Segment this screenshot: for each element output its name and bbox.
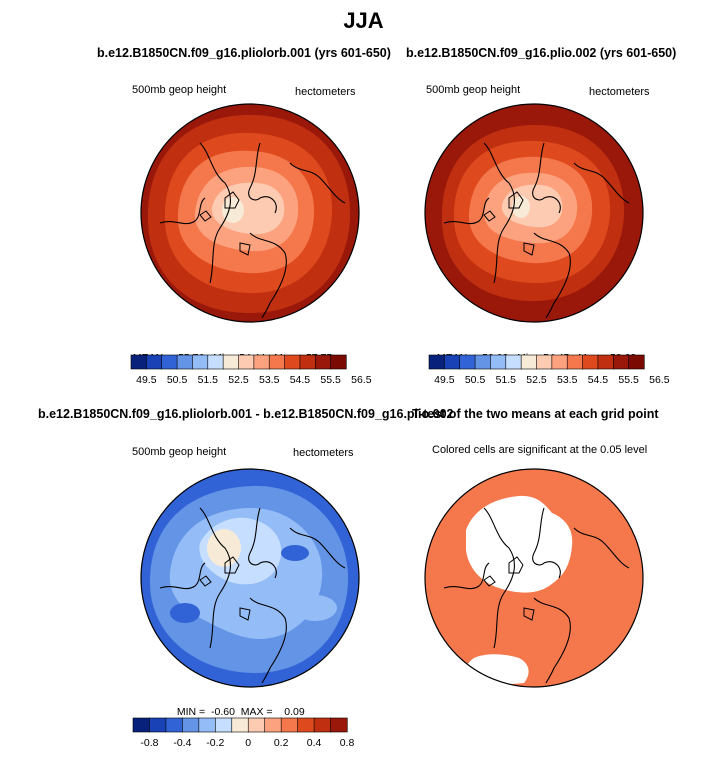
colorbar-tick-label: 50.5: [464, 374, 486, 386]
colorbar-tick-label: 0.2: [273, 737, 289, 749]
colorbar-swatch: [566, 354, 584, 370]
min-value: -0.60: [210, 706, 235, 718]
colorbar-tick-label: 0.4: [306, 737, 322, 749]
colorbar-swatch: [222, 354, 240, 370]
colorbar-tick-label: 51.5: [495, 374, 516, 386]
colorbar-swatch: [628, 354, 645, 370]
panel-title-bottom-left: b.e12.B1850CN.f09_g16.pliolorb.001 - b.e…: [38, 407, 454, 421]
variable-label-bottom-left: 500mb geop height: [132, 446, 227, 458]
colorbar-swatch: [280, 717, 299, 733]
colorbar-swatch: [444, 354, 461, 370]
colorbar-swatch: [231, 717, 249, 733]
polar-map-bottom-left: [140, 468, 360, 688]
units-label-bottom-left: hectometers: [293, 447, 354, 459]
colorbar-swatch: [182, 717, 200, 733]
colorbar-labels-bottom-left: -0.8 -0.4 -0.2 0 0.2 0.4 0.8: [133, 737, 354, 751]
colorbar-swatch: [330, 717, 348, 733]
colorbar-swatch: [253, 354, 270, 370]
colorbar-bottom-left: [132, 717, 348, 733]
colorbar-swatch: [520, 354, 538, 370]
panel-title-top-left: b.e12.B1850CN.f09_g16.pliolorb.001 (yrs …: [97, 46, 391, 60]
significance-label: Colored cells are significant at the 0.0…: [432, 444, 648, 456]
variable-label-top-left: 500mb geop height: [132, 84, 227, 96]
colorbar-swatch: [165, 717, 183, 733]
polar-map-top-right: [424, 103, 644, 323]
colorbar-swatch: [428, 354, 445, 370]
colorbar-tick-label: 49.5: [434, 374, 455, 386]
colorbar-swatch: [176, 354, 194, 370]
units-label-top-right: hectometers: [589, 86, 650, 98]
colorbar-tick-label: 51.5: [197, 374, 218, 386]
colorbar-swatch: [536, 354, 553, 370]
colorbar-swatch: [207, 354, 224, 370]
polar-map-bottom-right: [424, 468, 644, 688]
colorbar-swatch: [612, 354, 630, 370]
colorbar-tick-label: 52.5: [228, 374, 249, 386]
colorbar-swatch: [582, 354, 599, 370]
colorbar-tick-label: 0: [245, 737, 252, 749]
colorbar-tick-label: -0.8: [140, 737, 159, 749]
colorbar-swatch: [247, 717, 266, 733]
colorbar-swatch: [161, 354, 178, 370]
stats-bottom-left: MIN = -0.60 MAX = 0.09: [171, 694, 305, 718]
colorbar-tick-label: 56.5: [649, 374, 670, 386]
colorbar-swatch: [198, 717, 216, 733]
colorbar-swatch: [597, 354, 614, 370]
colorbar-swatch: [505, 354, 522, 370]
colorbar-tick-label: -0.4: [173, 737, 192, 749]
colorbar-swatch: [215, 717, 233, 733]
colorbar-swatch: [490, 354, 507, 370]
variable-label-top-right: 500mb geop height: [426, 84, 521, 96]
colorbar-tick-label: 52.5: [526, 374, 547, 386]
colorbar-swatch: [284, 354, 301, 370]
colorbar-tick-label: -0.2: [206, 737, 225, 749]
colorbar-tick-label: 0.8: [339, 737, 355, 749]
colorbar-swatch: [146, 354, 163, 370]
colorbar-tick-label: 54.5: [289, 374, 311, 386]
colorbar-swatch: [264, 717, 282, 733]
min-label: MIN =: [176, 706, 206, 718]
colorbar-swatch: [551, 354, 568, 370]
figure-title: JJA: [343, 8, 384, 33]
colorbar-tick-label: 50.5: [166, 374, 188, 386]
colorbar-swatch: [192, 354, 209, 370]
colorbar-swatch: [330, 354, 347, 370]
colorbar-tick-label: 55.5: [320, 374, 341, 386]
panel-title-top-right: b.e12.B1850CN.f09_g16.plio.002 (yrs 601-…: [406, 46, 677, 60]
colorbar-swatch: [474, 354, 492, 370]
polar-map-top-left: [140, 103, 360, 323]
colorbar-tick-label: 53.5: [556, 374, 578, 386]
max-value: 0.09: [284, 706, 305, 718]
colorbar-swatch: [268, 354, 286, 370]
max-label: MAX =: [240, 706, 273, 718]
colorbar-labels-top-right: 49.5 50.5 51.5 52.5 53.5 54.5 55.5 56.5: [429, 374, 669, 388]
colorbar-swatch: [459, 354, 476, 370]
colorbar-tick-label: 55.5: [618, 374, 639, 386]
colorbar-tick-label: 56.5: [351, 374, 372, 386]
colorbar-labels-top-left: 49.5 50.5 51.5 52.5 53.5 54.5 55.5 56.5: [131, 374, 371, 388]
colorbar-swatch: [130, 354, 147, 370]
colorbar-swatch: [132, 717, 151, 733]
colorbar-tick-label: 53.5: [258, 374, 280, 386]
colorbar-tick-label: 54.5: [587, 374, 609, 386]
colorbar-top-right: [428, 354, 645, 370]
colorbar-swatch: [313, 717, 332, 733]
units-label-top-left: hectometers: [295, 86, 356, 98]
colorbar-swatch: [149, 717, 167, 733]
colorbar-swatch: [299, 354, 316, 370]
colorbar-swatch: [238, 354, 255, 370]
colorbar-swatch: [314, 354, 332, 370]
colorbar-tick-label: 49.5: [136, 374, 157, 386]
colorbar-top-left: [130, 354, 347, 370]
colorbar-swatch: [297, 717, 315, 733]
panel-title-bottom-right: T-test of the two means at each grid poi…: [412, 407, 659, 421]
